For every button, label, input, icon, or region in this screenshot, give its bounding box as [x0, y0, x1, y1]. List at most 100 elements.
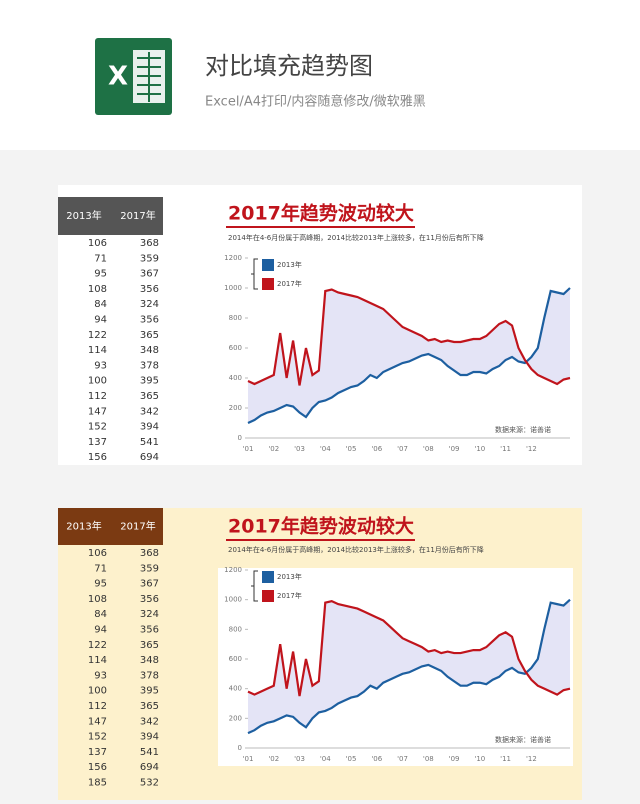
table-cell: 342 — [140, 406, 159, 417]
x-tick-label: '10 — [474, 755, 485, 763]
table-cell: 365 — [140, 391, 159, 402]
subtitle: Excel/A4打印/内容随意修改/微软雅黑 — [205, 94, 426, 110]
x-tick-label: '12 — [526, 445, 537, 453]
x-tick-label: '01 — [243, 755, 254, 763]
table-cell: 112 — [88, 391, 107, 402]
table-cell: 342 — [140, 716, 159, 727]
table-cell: 156 — [88, 762, 107, 773]
legend-label: 2017年 — [277, 279, 302, 288]
table-cell: 122 — [88, 640, 107, 651]
legend-bracket — [251, 258, 258, 290]
table-cell: 137 — [88, 437, 107, 448]
y-tick-label: 200 — [229, 404, 242, 412]
column-header: 2013年 — [66, 520, 101, 533]
chart-title: 2017年趋势波动较大 — [228, 515, 414, 538]
y-tick-label: 800 — [229, 314, 242, 322]
legend-label: 2013年 — [277, 260, 302, 269]
table-cell: 356 — [140, 594, 159, 605]
table-cell: 324 — [140, 299, 159, 310]
table-cell: 348 — [140, 345, 159, 356]
line-series — [247, 287, 571, 424]
column-header: 2017年 — [120, 520, 155, 533]
x-tick-label: '04 — [320, 755, 331, 763]
table-cell: 106 — [88, 238, 107, 249]
table-header — [58, 197, 163, 235]
x-tick-label: '02 — [268, 755, 279, 763]
title: 对比填充趋势图 — [205, 52, 373, 80]
y-tick-label: 1200 — [224, 566, 242, 574]
x-tick-label: '05 — [346, 445, 357, 453]
x-tick-label: '10 — [474, 445, 485, 453]
y-tick-label: 0 — [238, 434, 242, 442]
legend-swatch — [262, 259, 274, 271]
table-cell: 367 — [140, 269, 159, 280]
legend-swatch — [262, 278, 274, 290]
x-tick-label: '06 — [371, 445, 382, 453]
y-tick-label: 400 — [229, 685, 242, 693]
x-tick-label: '02 — [268, 445, 279, 453]
line-series — [247, 288, 571, 386]
x-tick-label: '12 — [526, 755, 537, 763]
table-cell: 114 — [88, 345, 107, 356]
table-cell: 108 — [88, 594, 107, 605]
table-cell: 93 — [94, 670, 107, 681]
table-cell: 95 — [94, 269, 107, 280]
table-cell: 108 — [88, 284, 107, 295]
table-cell: 71 — [94, 253, 107, 264]
y-tick-label: 200 — [229, 714, 242, 722]
x-tick-label: '03 — [294, 445, 305, 453]
table-cell: 395 — [140, 686, 159, 697]
table-cell: 541 — [140, 747, 159, 758]
table-cell: 532 — [140, 778, 159, 789]
table-cell: 324 — [140, 609, 159, 620]
table-cell: 367 — [140, 579, 159, 590]
x-tick-label: '08 — [423, 755, 434, 763]
table-cell: 114 — [88, 655, 107, 666]
y-tick-label: 400 — [229, 374, 242, 382]
table-cell: 394 — [140, 422, 159, 433]
table-cell: 694 — [140, 452, 159, 463]
table-cell: 106 — [88, 548, 107, 559]
table-cell: 93 — [94, 360, 107, 371]
x-tick-label: '08 — [423, 445, 434, 453]
table-cell: 156 — [88, 452, 107, 463]
x-tick-label: '11 — [500, 755, 511, 763]
table-cell: 378 — [140, 360, 159, 371]
fill-between — [248, 288, 570, 423]
table-cell: 100 — [88, 376, 107, 387]
table-cell: 356 — [140, 284, 159, 295]
y-tick-label: 1000 — [224, 596, 242, 604]
table-cell: 359 — [140, 253, 159, 264]
chart-subtitle: 2014年在4-6月份属于高峰期，2014比较2013年上涨较多，在11月份后有… — [228, 545, 484, 554]
table-cell: 84 — [94, 609, 107, 620]
table-cell: 359 — [140, 563, 159, 574]
column-header: 2017年 — [120, 209, 155, 222]
y-tick-label: 600 — [229, 655, 242, 663]
fill-between — [248, 599, 570, 734]
legend-swatch — [262, 590, 274, 602]
legend-label: 2017年 — [277, 591, 302, 600]
table-cell: 694 — [140, 762, 159, 773]
column-header: 2013年 — [66, 209, 101, 222]
line-series — [247, 598, 571, 735]
table-cell: 394 — [140, 732, 159, 743]
x-tick-label: '07 — [397, 445, 408, 453]
y-tick-label: 1000 — [224, 284, 242, 292]
legend-label: 2013年 — [277, 572, 302, 581]
table-cell: 541 — [140, 437, 159, 448]
table-cell: 147 — [88, 716, 107, 727]
chart-title: 2017年趋势波动较大 — [228, 202, 414, 225]
table-cell: 147 — [88, 406, 107, 417]
x-tick-label: '07 — [397, 755, 408, 763]
table-cell: 122 — [88, 330, 107, 341]
table-cell: 395 — [140, 376, 159, 387]
table-cell: 84 — [94, 299, 107, 310]
source: 数据来源：诺善诺 — [495, 735, 551, 744]
x-tick-label: '06 — [371, 755, 382, 763]
x-tick-label: '09 — [449, 445, 460, 453]
x-tick-label: '09 — [449, 755, 460, 763]
x-tick-label: '05 — [346, 755, 357, 763]
x-tick-label: '01 — [243, 445, 254, 453]
table-cell: 94 — [94, 315, 107, 326]
